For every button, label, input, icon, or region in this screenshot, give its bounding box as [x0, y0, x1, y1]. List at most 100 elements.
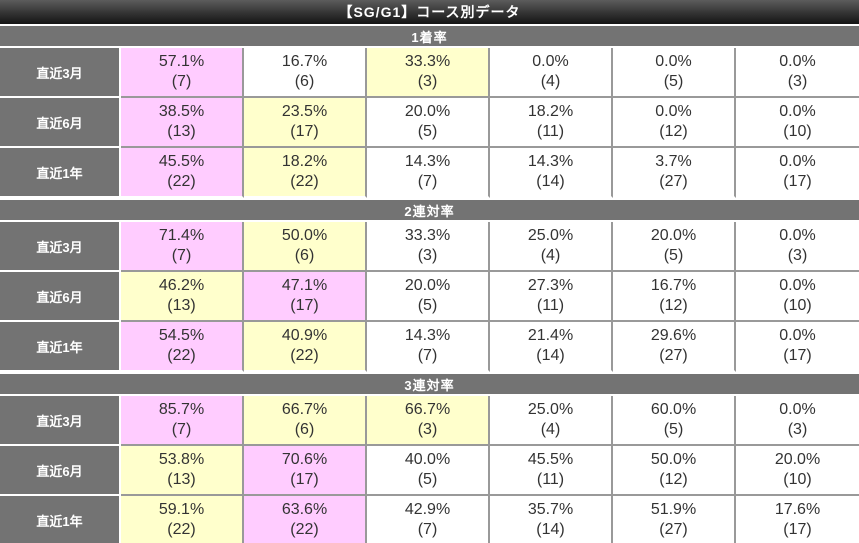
row-label: 直近1年 [0, 148, 121, 198]
data-cell: 46.2% (13) [121, 272, 244, 322]
sample-count: (22) [290, 173, 319, 190]
sample-count: (7) [417, 521, 438, 538]
percent-value: 53.8% [158, 451, 205, 468]
data-cell: 33.3% (3) [367, 48, 490, 98]
data-cell: 66.7% (3) [367, 396, 490, 446]
data-cell: 60.0% (5) [613, 396, 736, 446]
percent-value: 50.0% [650, 451, 697, 468]
table-row: 直近1年 45.5% (22) 18.2% (22) 14.3% (7) 14.3% (… [0, 148, 859, 198]
percent-value: 45.5% [527, 451, 574, 468]
section-header-top3-rate: 3連対率 [0, 372, 859, 396]
sample-count: (13) [167, 123, 196, 140]
sample-count: (11) [536, 471, 565, 488]
percent-value: 35.7% [527, 501, 574, 518]
data-cell: 59.1% (22) [121, 496, 244, 543]
sample-count: (7) [417, 347, 438, 364]
sample-count: (7) [171, 73, 192, 90]
sample-count: (6) [294, 421, 315, 438]
sample-count: (14) [536, 521, 565, 538]
page-title: 【SG/G1】コース別データ [0, 0, 859, 24]
data-cell: 53.8% (13) [121, 446, 244, 496]
percent-value: 0.0% [779, 327, 816, 344]
percent-value: 59.1% [158, 501, 205, 518]
percent-value: 60.0% [650, 401, 697, 418]
data-cell: 50.0% (12) [613, 446, 736, 496]
percent-value: 25.0% [527, 227, 574, 244]
data-cell: 17.6% (17) [736, 496, 859, 543]
sample-count: (22) [290, 347, 319, 364]
sample-count: (7) [171, 421, 192, 438]
data-cell: 14.3% (7) [367, 322, 490, 372]
percent-value: 46.2% [158, 277, 205, 294]
sample-count: (13) [167, 471, 196, 488]
data-cell: 47.1% (17) [244, 272, 367, 322]
section-top2-rate: 2連対率 直近3月 71.4% (7) 50.0% (6) 33.3% (3) 25.… [0, 198, 859, 372]
data-cell: 20.0% (5) [613, 222, 736, 272]
percent-value: 70.6% [281, 451, 328, 468]
data-cell: 20.0% (5) [367, 98, 490, 148]
percent-value: 71.4% [158, 227, 205, 244]
data-cell: 14.3% (7) [367, 148, 490, 198]
sample-count: (7) [417, 173, 438, 190]
percent-value: 47.1% [281, 277, 328, 294]
table-row: 直近3月 85.7% (7) 66.7% (6) 66.7% (3) 25.0% (4)… [0, 396, 859, 446]
percent-value: 14.3% [404, 153, 451, 170]
sample-count: (27) [659, 521, 688, 538]
data-cell: 57.1% (7) [121, 48, 244, 98]
percent-value: 54.5% [158, 327, 205, 344]
data-cell: 0.0% (3) [736, 222, 859, 272]
stats-table-top2-rate: 直近3月 71.4% (7) 50.0% (6) 33.3% (3) 25.0% (4)… [0, 222, 859, 372]
row-label: 直近6月 [0, 446, 121, 496]
data-cell: 45.5% (11) [490, 446, 613, 496]
sample-count: (3) [417, 73, 438, 90]
percent-value: 0.0% [655, 103, 692, 120]
section-win-rate: 1着率 直近3月 57.1% (7) 16.7% (6) 33.3% (3) 0.0%… [0, 24, 859, 198]
data-cell: 25.0% (4) [490, 396, 613, 446]
data-cell: 16.7% (12) [613, 272, 736, 322]
sample-count: (17) [783, 347, 812, 364]
percent-value: 0.0% [779, 153, 816, 170]
data-cell: 85.7% (7) [121, 396, 244, 446]
percent-value: 40.9% [281, 327, 328, 344]
percent-value: 57.1% [158, 53, 205, 70]
data-cell: 21.4% (14) [490, 322, 613, 372]
sample-count: (17) [290, 471, 319, 488]
percent-value: 50.0% [281, 227, 328, 244]
table-row: 直近6月 38.5% (13) 23.5% (17) 20.0% (5) 18.2% (… [0, 98, 859, 148]
sample-count: (3) [787, 247, 808, 264]
percent-value: 20.0% [404, 103, 451, 120]
sample-count: (17) [783, 173, 812, 190]
data-cell: 40.0% (5) [367, 446, 490, 496]
sample-count: (27) [659, 347, 688, 364]
table-row: 直近6月 53.8% (13) 70.6% (17) 40.0% (5) 45.5% (… [0, 446, 859, 496]
stats-table-top3-rate: 直近3月 85.7% (7) 66.7% (6) 66.7% (3) 25.0% (4)… [0, 396, 859, 543]
sample-count: (27) [659, 173, 688, 190]
percent-value: 85.7% [158, 401, 205, 418]
sample-count: (3) [417, 421, 438, 438]
data-cell: 20.0% (10) [736, 446, 859, 496]
data-cell: 0.0% (12) [613, 98, 736, 148]
sample-count: (11) [536, 123, 565, 140]
percent-value: 14.3% [404, 327, 451, 344]
data-cell: 70.6% (17) [244, 446, 367, 496]
sample-count: (22) [167, 173, 196, 190]
row-label: 直近1年 [0, 322, 121, 372]
data-cell: 25.0% (4) [490, 222, 613, 272]
data-cell: 18.2% (11) [490, 98, 613, 148]
percent-value: 16.7% [281, 53, 328, 70]
sample-count: (5) [417, 471, 438, 488]
percent-value: 0.0% [779, 103, 816, 120]
sample-count: (10) [783, 123, 812, 140]
percent-value: 23.5% [281, 103, 328, 120]
sample-count: (5) [663, 421, 684, 438]
table-row: 直近1年 54.5% (22) 40.9% (22) 14.3% (7) 21.4% (… [0, 322, 859, 372]
percent-value: 38.5% [158, 103, 205, 120]
sample-count: (22) [167, 347, 196, 364]
sample-count: (5) [663, 247, 684, 264]
section-header-win-rate: 1着率 [0, 24, 859, 48]
data-cell: 0.0% (3) [736, 396, 859, 446]
data-cell: 0.0% (17) [736, 322, 859, 372]
percent-value: 0.0% [779, 227, 816, 244]
sample-count: (14) [536, 347, 565, 364]
